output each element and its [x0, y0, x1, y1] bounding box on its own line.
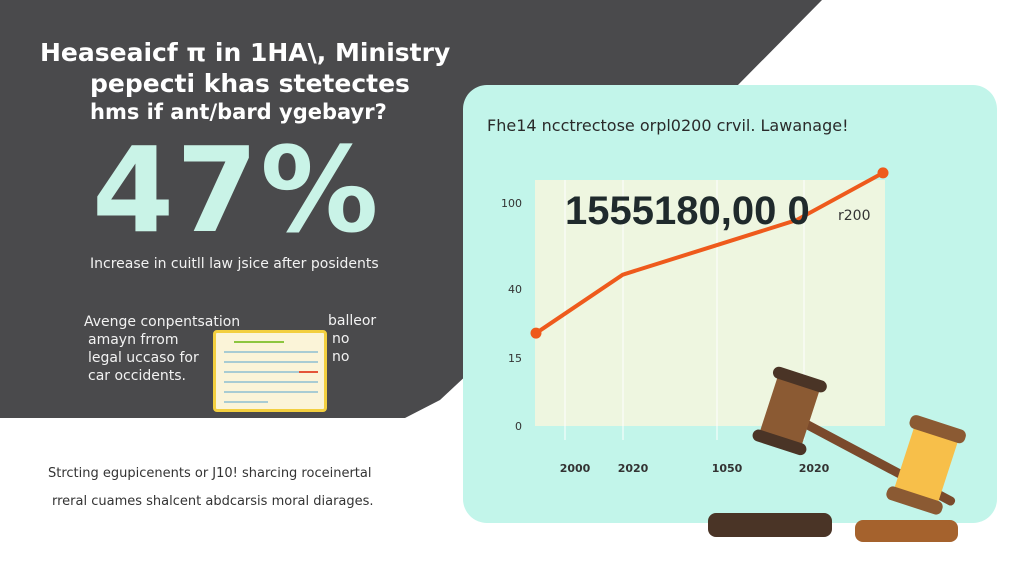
x-tick-label: 1050 — [712, 462, 743, 475]
data-point — [530, 327, 542, 339]
x-tick-label: 2000 — [560, 462, 591, 475]
gavel-icon — [708, 366, 966, 542]
avg-line: Avenge conpentsation — [84, 314, 241, 330]
headline-line-3: hms if ant/bard ygebayr? — [90, 100, 387, 124]
x-tick-label: 2020 — [618, 462, 649, 475]
y-tick-label: 100 — [501, 197, 522, 210]
footer-line-2: rreral cuames shalcent abdcarsis moral d… — [52, 494, 374, 509]
plot-area — [535, 180, 885, 426]
footer-line-1: Strcting egupicenents or J10! sharcing r… — [48, 466, 372, 481]
data-point — [877, 167, 889, 179]
highlight-value: 1555180,00 0 — [565, 189, 810, 233]
note-label-1: balleor — [328, 313, 377, 329]
y-tick-label: 0 — [515, 420, 522, 433]
document-icon — [213, 330, 327, 412]
note-label-2: no — [332, 331, 350, 347]
avg-line: legal uccaso for — [88, 350, 199, 366]
chart-title: Fhe14 ncctrectose orpl0200 crvil. Lawana… — [487, 116, 849, 135]
note-label-3: no — [332, 349, 350, 365]
big-stat: 47% — [92, 121, 381, 259]
stat-subtitle: Increase in cuitll law jsice after posid… — [90, 256, 379, 272]
series-line — [534, 171, 884, 335]
avg-line: amayn frrom — [88, 332, 179, 348]
average-compensation-text: Avenge conpentsation amayn frrom legal u… — [84, 313, 240, 385]
headline-line-2: pepecti khas stetectes — [90, 69, 410, 98]
headline-line-1: Heaseaicf π in 1HA\, Ministry — [40, 38, 451, 67]
highlight-suffix: r200 — [838, 208, 871, 224]
y-tick-label: 40 — [508, 283, 522, 296]
x-tick-label: 2020 — [799, 462, 830, 475]
y-tick-label: 15 — [508, 352, 522, 365]
avg-line: car occidents. — [88, 368, 186, 384]
